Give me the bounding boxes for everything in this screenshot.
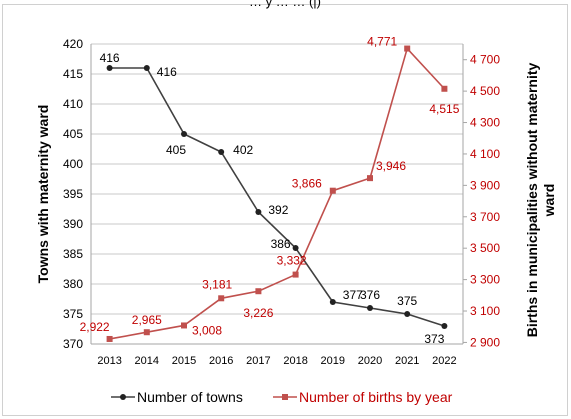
births-data-label: 3,866 bbox=[292, 177, 322, 191]
births-data-label: 3,946 bbox=[376, 159, 406, 173]
y-right-tick-label: 3 100 bbox=[470, 304, 500, 318]
births-data-label: 3,181 bbox=[202, 277, 232, 291]
towns-data-point bbox=[441, 323, 448, 329]
y-left-tick-label: 370 bbox=[63, 337, 83, 351]
y-left-tick-label: 390 bbox=[63, 217, 83, 231]
y-left-tick-label: 395 bbox=[63, 187, 83, 201]
y-right-tick-label: 4 700 bbox=[470, 53, 500, 67]
towns-data-point bbox=[181, 131, 187, 137]
towns-data-point bbox=[404, 311, 411, 317]
towns-data-label: 373 bbox=[424, 332, 444, 346]
y-right-tick-label: 4 300 bbox=[470, 116, 500, 130]
y-left-tick-label: 375 bbox=[63, 307, 83, 321]
births-data-label: 3,332 bbox=[277, 254, 307, 268]
y-right-tick-label: 3 300 bbox=[470, 273, 500, 287]
x-tick-label: 2013 bbox=[97, 355, 121, 367]
y-left-tick-label: 415 bbox=[63, 67, 83, 81]
legend-towns-marker bbox=[120, 394, 126, 400]
births-data-label: 3,226 bbox=[243, 306, 273, 320]
y-left-tick-label: 385 bbox=[63, 247, 83, 261]
towns-data-label: 416 bbox=[100, 51, 120, 65]
towns-data-point bbox=[329, 299, 336, 305]
y-left-tick-label: 410 bbox=[63, 97, 83, 111]
legend-births-marker bbox=[282, 394, 288, 400]
births-data-label: 2,922 bbox=[80, 320, 110, 334]
towns-data-label: 377 bbox=[343, 288, 363, 302]
x-tick-label: 2014 bbox=[135, 355, 159, 367]
x-tick-label: 2020 bbox=[358, 355, 382, 367]
births-data-label: 3,008 bbox=[192, 323, 222, 337]
births-data-point bbox=[404, 45, 411, 52]
x-tick-label: 2021 bbox=[395, 355, 419, 367]
births-series-line bbox=[109, 46, 445, 340]
births-data-label: 4,771 bbox=[367, 35, 397, 49]
y-right-axis-title-line1: Births in municipalities without materni… bbox=[524, 62, 540, 337]
towns-data-point bbox=[218, 149, 225, 155]
towns-data-label: 375 bbox=[397, 294, 417, 308]
births-data-label: 4,515 bbox=[429, 102, 459, 116]
births-data-point bbox=[292, 271, 299, 278]
y-right-tick-label: 3 900 bbox=[470, 178, 500, 192]
births-data-point bbox=[367, 175, 373, 182]
y-left-tick-label: 420 bbox=[63, 37, 83, 51]
towns-data-point bbox=[292, 245, 299, 251]
towns-data-label: 392 bbox=[268, 203, 288, 217]
towns-data-point bbox=[367, 305, 373, 311]
y-left-tick-label: 400 bbox=[63, 157, 83, 171]
y-left-axis-title: Towns with maternity ward bbox=[35, 105, 51, 284]
births-data-point bbox=[329, 187, 336, 194]
towns-data-label: 405 bbox=[166, 143, 186, 157]
births-data-point bbox=[255, 288, 262, 295]
legend-towns-label: Number of towns bbox=[137, 389, 243, 405]
y-right-axis-title-line2: ward bbox=[541, 184, 557, 218]
x-tick-label: 2017 bbox=[246, 355, 270, 367]
births-data-label: 2,965 bbox=[132, 313, 162, 327]
towns-data-label: 376 bbox=[360, 288, 380, 302]
towns-data-point bbox=[255, 209, 262, 215]
chart-title-fragment: … y … … (|) bbox=[249, 0, 321, 9]
births-data-point bbox=[143, 329, 150, 336]
y-right-tick-label: 4 500 bbox=[470, 84, 500, 98]
x-tick-label: 2019 bbox=[321, 355, 345, 367]
births-data-point bbox=[106, 335, 113, 342]
y-right-tick-label: 3 500 bbox=[470, 241, 500, 255]
towns-data-point bbox=[143, 65, 150, 71]
births-data-point bbox=[441, 85, 448, 92]
x-tick-label: 2018 bbox=[283, 355, 307, 367]
x-tick-label: 2022 bbox=[432, 355, 456, 367]
towns-data-label: 402 bbox=[233, 143, 253, 157]
legend-births-label: Number of births by year bbox=[299, 389, 453, 405]
y-right-tick-label: 2 900 bbox=[470, 335, 500, 349]
y-right-tick-label: 4 100 bbox=[470, 147, 500, 161]
y-left-tick-label: 380 bbox=[63, 277, 83, 291]
chart-frame bbox=[2, 4, 568, 416]
y-left-tick-label: 405 bbox=[63, 127, 83, 141]
x-tick-label: 2015 bbox=[172, 355, 196, 367]
towns-data-label: 416 bbox=[157, 65, 177, 79]
towns-data-label: 386 bbox=[271, 237, 291, 251]
y-right-tick-label: 3 700 bbox=[470, 210, 500, 224]
x-tick-label: 2016 bbox=[209, 355, 233, 367]
births-data-point bbox=[218, 295, 225, 302]
towns-data-point bbox=[106, 65, 113, 71]
births-data-point bbox=[181, 322, 187, 329]
towns-series-line bbox=[109, 67, 445, 327]
